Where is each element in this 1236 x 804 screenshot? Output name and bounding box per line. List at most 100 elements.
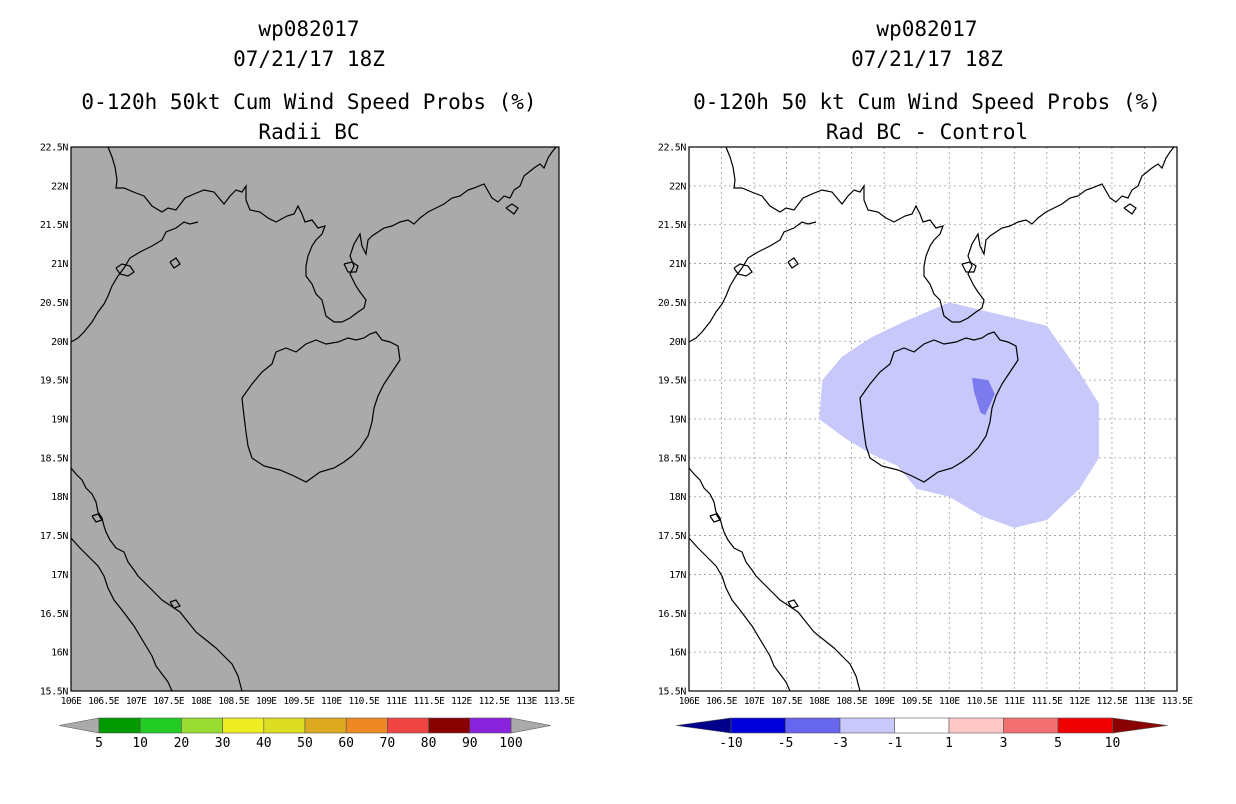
right-islet-4 — [1123, 203, 1137, 215]
right-region-1 — [819, 302, 1099, 528]
left-x-tick-label: 109E — [256, 696, 277, 707]
left-x-tick-label: 112E — [451, 696, 472, 707]
left-colorbar-label: 50 — [297, 736, 313, 751]
right-colorbar-segment — [785, 717, 841, 734]
left-colorbar-segment — [181, 717, 223, 734]
left-x-tick-label: 108.5E — [218, 696, 250, 707]
left-x-tick-label: 109.5E — [283, 696, 315, 707]
right-island-hainan — [859, 331, 1019, 483]
left-colorbar-segment — [98, 717, 141, 734]
left-coast-south — [70, 467, 243, 692]
left-islet-2 — [343, 261, 359, 273]
right-x-tick-label: 109E — [874, 696, 895, 707]
right-coastline — [688, 146, 1175, 692]
right-x-tick-label: 108.5E — [836, 696, 868, 707]
left-islet-6 — [169, 599, 181, 609]
right-x-tick-label: 107E — [744, 696, 765, 707]
left-colorbar-segment — [139, 717, 182, 734]
left-y-tick-label: 22.5N — [40, 143, 68, 154]
right-islet-2 — [961, 261, 977, 273]
left-coast-west — [70, 221, 199, 343]
right-panel: wp082017 07/21/17 18Z 0-120h 50 kt Cum W… — [658, 17, 1194, 751]
right-y-tick-label: 19N — [669, 415, 686, 426]
left-x-tick-label: 106E — [61, 696, 82, 707]
left-colorbar: 5 10 20 30 40 50 60 70 80 90 100 — [58, 717, 552, 751]
right-x-tick-label: 112.5E — [1097, 696, 1129, 707]
right-colorbar-label: 5 — [1054, 736, 1062, 751]
left-colorbar-label: 30 — [215, 736, 231, 751]
left-colorbar-label: 20 — [174, 736, 190, 751]
left-island-hainan — [241, 331, 401, 483]
right-y-tick-label: 16N — [669, 648, 686, 659]
left-colorbar-label: 60 — [338, 736, 354, 751]
left-x-tick-label: 111.5E — [414, 696, 446, 707]
right-colorbar-segment — [1003, 717, 1059, 734]
right-colorbar-segment — [1057, 717, 1113, 734]
left-y-tick-label: 15.5N — [40, 687, 68, 698]
right-colorbar-segment — [730, 717, 786, 734]
left-y-tick-label: 20.5N — [40, 298, 68, 309]
left-colorbar-label: 40 — [256, 736, 272, 751]
right-islet-5 — [709, 513, 721, 523]
left-datetime: 07/21/17 18Z — [233, 47, 385, 71]
left-x-tick-label: 108E — [191, 696, 212, 707]
left-colorbar-segment — [387, 717, 429, 734]
right-map-frame — [688, 146, 1178, 692]
left-y-tick-label: 17N — [51, 570, 68, 581]
right-colorbar-label: 1 — [945, 736, 953, 751]
right-subtitle: Rad BC - Control — [826, 120, 1028, 144]
right-colorbar-label: -10 — [719, 736, 742, 751]
right-x-axis: 106E 106.5E 107E 107.5E 108E 108.5E 109E 109.5E… — [679, 696, 1194, 707]
right-colorbar-under-arrow — [675, 717, 732, 734]
right-colorbar-label: -5 — [778, 736, 794, 751]
left-islet-5 — [91, 513, 103, 523]
left-y-tick-label: 17.5N — [40, 531, 68, 542]
left-colorbar-segment — [304, 717, 347, 734]
left-y-tick-label: 16.5N — [40, 609, 68, 620]
left-coast-mainland — [107, 146, 557, 323]
left-x-tick-label: 110.5E — [348, 696, 380, 707]
left-colorbar-label: 10 — [132, 736, 148, 751]
left-x-axis: 106E 106.5E 107E 107.5E 108E 108.5E 109E 109.5E… — [61, 696, 576, 707]
right-colorbar-label: 10 — [1105, 736, 1121, 751]
right-coast-mainland — [725, 146, 1175, 323]
right-colorbar: -10 -5 -3 -1 1 3 5 10 — [675, 717, 1168, 751]
left-y-tick-label: 16N — [51, 648, 68, 659]
left-y-tick-label: 19N — [51, 415, 68, 426]
right-diff-regions — [819, 302, 1099, 528]
left-storm-id: wp082017 — [258, 17, 359, 41]
right-x-tick-label: 113.5E — [1162, 696, 1194, 707]
left-title: 0-120h 50kt Cum Wind Speed Probs (%) — [81, 90, 536, 114]
left-x-tick-label: 113.5E — [544, 696, 576, 707]
right-x-tick-label: 111E — [1004, 696, 1025, 707]
right-y-tick-label: 17N — [669, 570, 686, 581]
right-x-tick-label: 107.5E — [771, 696, 803, 707]
left-coastline — [70, 146, 557, 692]
right-colorbar-segment — [839, 717, 895, 734]
left-map-frame — [70, 146, 560, 692]
right-y-tick-label: 20N — [669, 337, 686, 348]
right-y-tick-label: 20.5N — [658, 298, 686, 309]
right-colorbar-label: 3 — [1000, 736, 1008, 751]
right-x-tick-label: 111.5E — [1032, 696, 1064, 707]
left-colorbar-segment — [263, 717, 306, 734]
left-x-tick-label: 107.5E — [153, 696, 185, 707]
right-islet-3 — [787, 257, 799, 269]
left-colorbar-label: 70 — [380, 736, 396, 751]
right-x-tick-label: 113E — [1134, 696, 1155, 707]
right-x-tick-label: 106E — [679, 696, 700, 707]
left-y-tick-label: 21N — [51, 259, 68, 270]
right-coast-south — [688, 467, 861, 692]
right-x-tick-label: 106.5E — [706, 696, 738, 707]
right-x-tick-label: 110E — [939, 696, 960, 707]
right-coast-border — [688, 537, 791, 692]
right-y-tick-label: 21.5N — [658, 220, 686, 231]
right-x-tick-label: 109.5E — [901, 696, 933, 707]
left-coast-border — [70, 537, 173, 692]
right-x-tick-label: 110.5E — [966, 696, 998, 707]
left-x-tick-label: 110E — [321, 696, 342, 707]
left-x-tick-label: 107E — [126, 696, 147, 707]
right-title: 0-120h 50 kt Cum Wind Speed Probs (%) — [693, 90, 1161, 114]
